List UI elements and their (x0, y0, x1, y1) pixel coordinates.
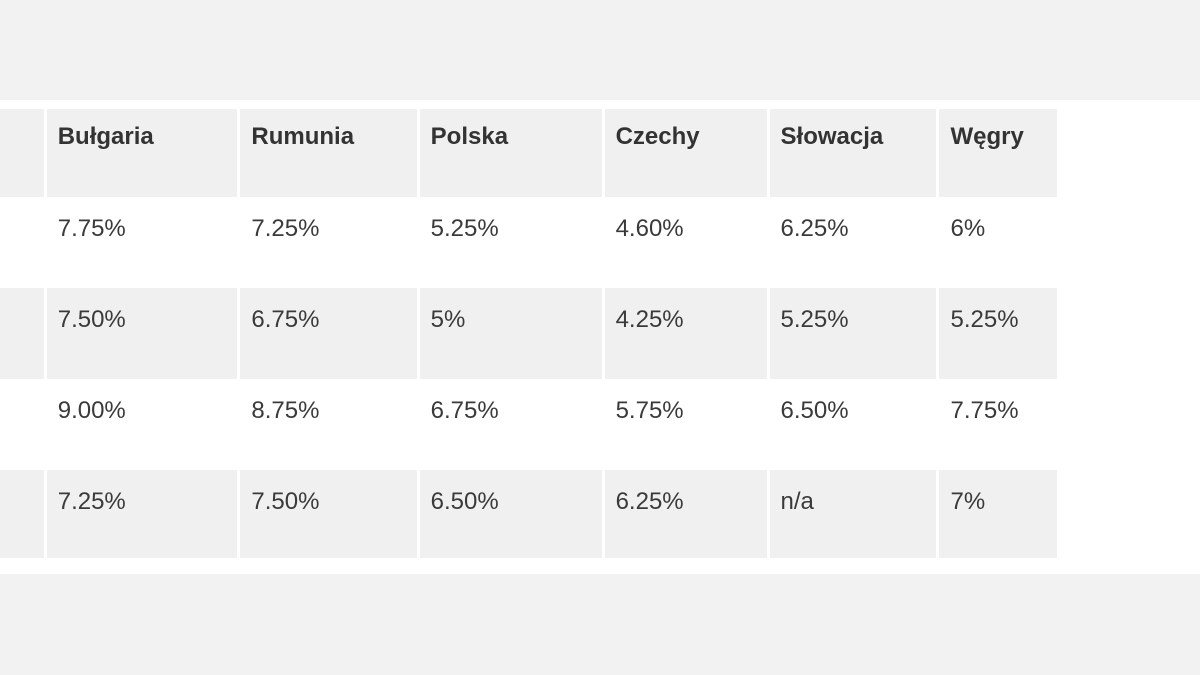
column-header-rumunia: Rumunia (240, 109, 417, 197)
table-cell: 4.25% (604, 288, 767, 379)
table-cell: 6.25% (604, 470, 767, 558)
table-row: wy 7.75% 7.25% 5.25% 4.60% 6.25% 6% (0, 197, 1057, 288)
table-cell: 5% (419, 288, 602, 379)
table-cell: 9.00% (46, 379, 238, 470)
column-header-polska: Polska (419, 109, 602, 197)
table-cell: 5.25% (939, 288, 1057, 379)
table-cell: 7.75% (46, 197, 238, 288)
table-row: zynowy 9.00% 8.75% 6.75% 5.75% 6.50% 7.7… (0, 379, 1057, 470)
table-cell: 8.75% (240, 379, 417, 470)
column-header-czechy: Czechy (604, 109, 767, 197)
table-cell: 5.75% (604, 379, 767, 470)
table-cell: 7.25% (46, 470, 238, 558)
table-row: iczny 7.50% 6.75% 5% 4.25% 5.25% 5.25% (0, 288, 1057, 379)
table-cell: 6.75% (240, 288, 417, 379)
table-cell: 6.50% (769, 379, 937, 470)
column-header-label (0, 109, 44, 197)
table-cell: 4.60% (604, 197, 767, 288)
column-header-bulgaria: Bułgaria (46, 109, 238, 197)
column-header-wegry: Węgry (939, 109, 1057, 197)
row-label: arski (0, 470, 44, 558)
table-cell: 6.75% (419, 379, 602, 470)
table-cell: 7.75% (939, 379, 1057, 470)
table-cell: 7.50% (240, 470, 417, 558)
table-cell: 6.25% (769, 197, 937, 288)
table-cell: 6.50% (419, 470, 602, 558)
table-cell: 7.25% (240, 197, 417, 288)
column-header-slowacja: Słowacja (769, 109, 937, 197)
row-label: zynowy (0, 379, 44, 470)
table-header-row: Bułgaria Rumunia Polska Czechy Słowacja … (0, 109, 1057, 197)
row-label: wy (0, 197, 44, 288)
table-cell: 5.25% (419, 197, 602, 288)
table-cell: 7.50% (46, 288, 238, 379)
table-cell: n/a (769, 470, 937, 558)
rates-table: Bułgaria Rumunia Polska Czechy Słowacja … (0, 109, 1060, 558)
rates-table-container: Bułgaria Rumunia Polska Czechy Słowacja … (0, 100, 1200, 574)
table-cell: 6% (939, 197, 1057, 288)
row-label: iczny (0, 288, 44, 379)
table-row: arski 7.25% 7.50% 6.50% 6.25% n/a 7% (0, 470, 1057, 558)
table-cell: 7% (939, 470, 1057, 558)
table-cell: 5.25% (769, 288, 937, 379)
